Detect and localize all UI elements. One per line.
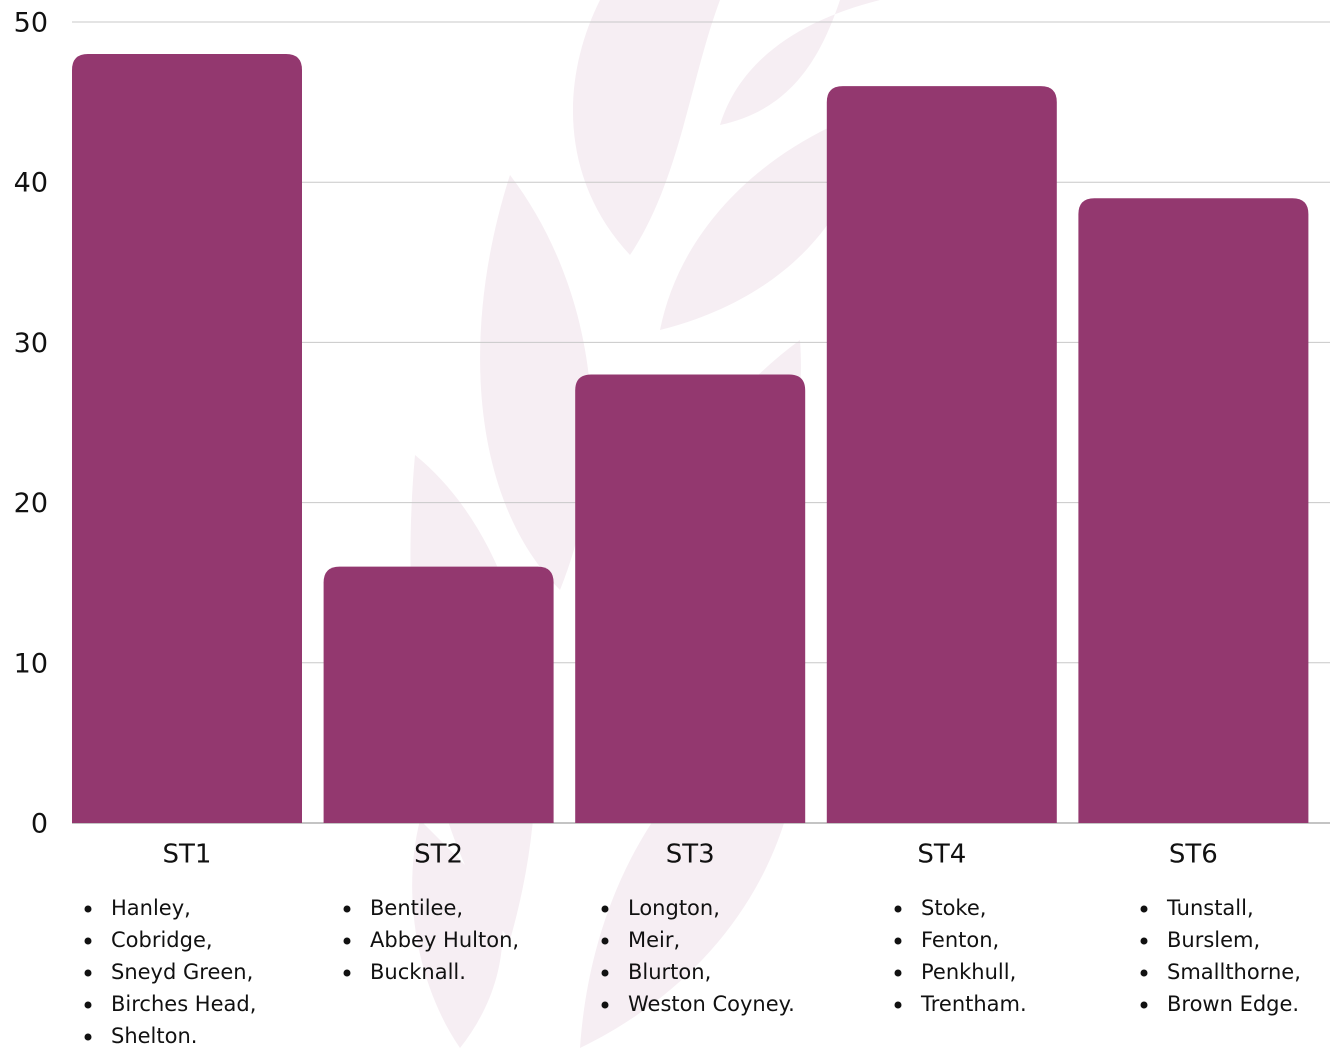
area-name: Bentilee, xyxy=(370,896,463,920)
area-name: Tunstall, xyxy=(1166,896,1254,920)
bar xyxy=(575,374,805,823)
y-tick-label: 40 xyxy=(14,168,48,199)
bullet xyxy=(895,906,902,913)
area-name: Trentham. xyxy=(920,992,1027,1016)
bullet xyxy=(85,938,92,945)
bar xyxy=(324,567,554,823)
x-tick-label: ST6 xyxy=(1169,840,1218,870)
area-name: Cobridge, xyxy=(111,928,213,952)
area-name: Burslem, xyxy=(1167,928,1260,952)
bar xyxy=(72,54,302,823)
x-tick-label: ST2 xyxy=(414,840,463,870)
area-name: Meir, xyxy=(628,928,680,952)
chart: 0 10 20 30 40 50 ST1 Hanley, Cobridge, Sneyd Gree… xyxy=(0,0,1330,1048)
x-tick-label: ST4 xyxy=(917,840,966,870)
area-name: Stoke, xyxy=(921,896,986,920)
bar xyxy=(827,86,1057,823)
bullet xyxy=(1141,938,1148,945)
area-name: Bucknall. xyxy=(370,960,466,984)
bullet xyxy=(895,1002,902,1009)
x-tick-label: ST1 xyxy=(163,840,212,870)
area-name: Smallthorne, xyxy=(1167,960,1301,984)
bullet xyxy=(85,970,92,977)
y-tick-label: 20 xyxy=(14,488,48,519)
bullet xyxy=(1141,1002,1148,1009)
area-name: Weston Coyney. xyxy=(628,992,795,1016)
area-name: Sneyd Green, xyxy=(111,960,253,984)
bullet xyxy=(602,906,609,913)
bullet xyxy=(344,938,351,945)
y-tick-label: 50 xyxy=(14,8,48,39)
area-name: Fenton, xyxy=(921,928,999,952)
bullet xyxy=(1141,970,1148,977)
area-name: Abbey Hulton, xyxy=(370,928,519,952)
x-tick-label: ST3 xyxy=(666,840,715,870)
y-tick-label: 0 xyxy=(31,809,48,840)
bullet xyxy=(602,938,609,945)
bullet xyxy=(344,906,351,913)
bar xyxy=(1078,198,1308,823)
bullet xyxy=(895,970,902,977)
bullet xyxy=(85,1002,92,1009)
y-tick-label: 10 xyxy=(14,648,48,679)
area-name: Blurton, xyxy=(628,960,711,984)
area-name: Brown Edge. xyxy=(1167,992,1299,1016)
bullet xyxy=(85,1034,92,1041)
bullet xyxy=(602,1002,609,1009)
area-name: Shelton. xyxy=(111,1024,197,1048)
area-name: Hanley, xyxy=(111,896,191,920)
bullet xyxy=(602,970,609,977)
bullet xyxy=(1141,906,1148,913)
area-name: Birches Head, xyxy=(111,992,256,1016)
bullet xyxy=(344,970,351,977)
area-name: Penkhull, xyxy=(921,960,1016,984)
bullet xyxy=(895,938,902,945)
bullet xyxy=(85,906,92,913)
area-name: Longton, xyxy=(628,896,720,920)
y-tick-label: 30 xyxy=(14,328,48,359)
